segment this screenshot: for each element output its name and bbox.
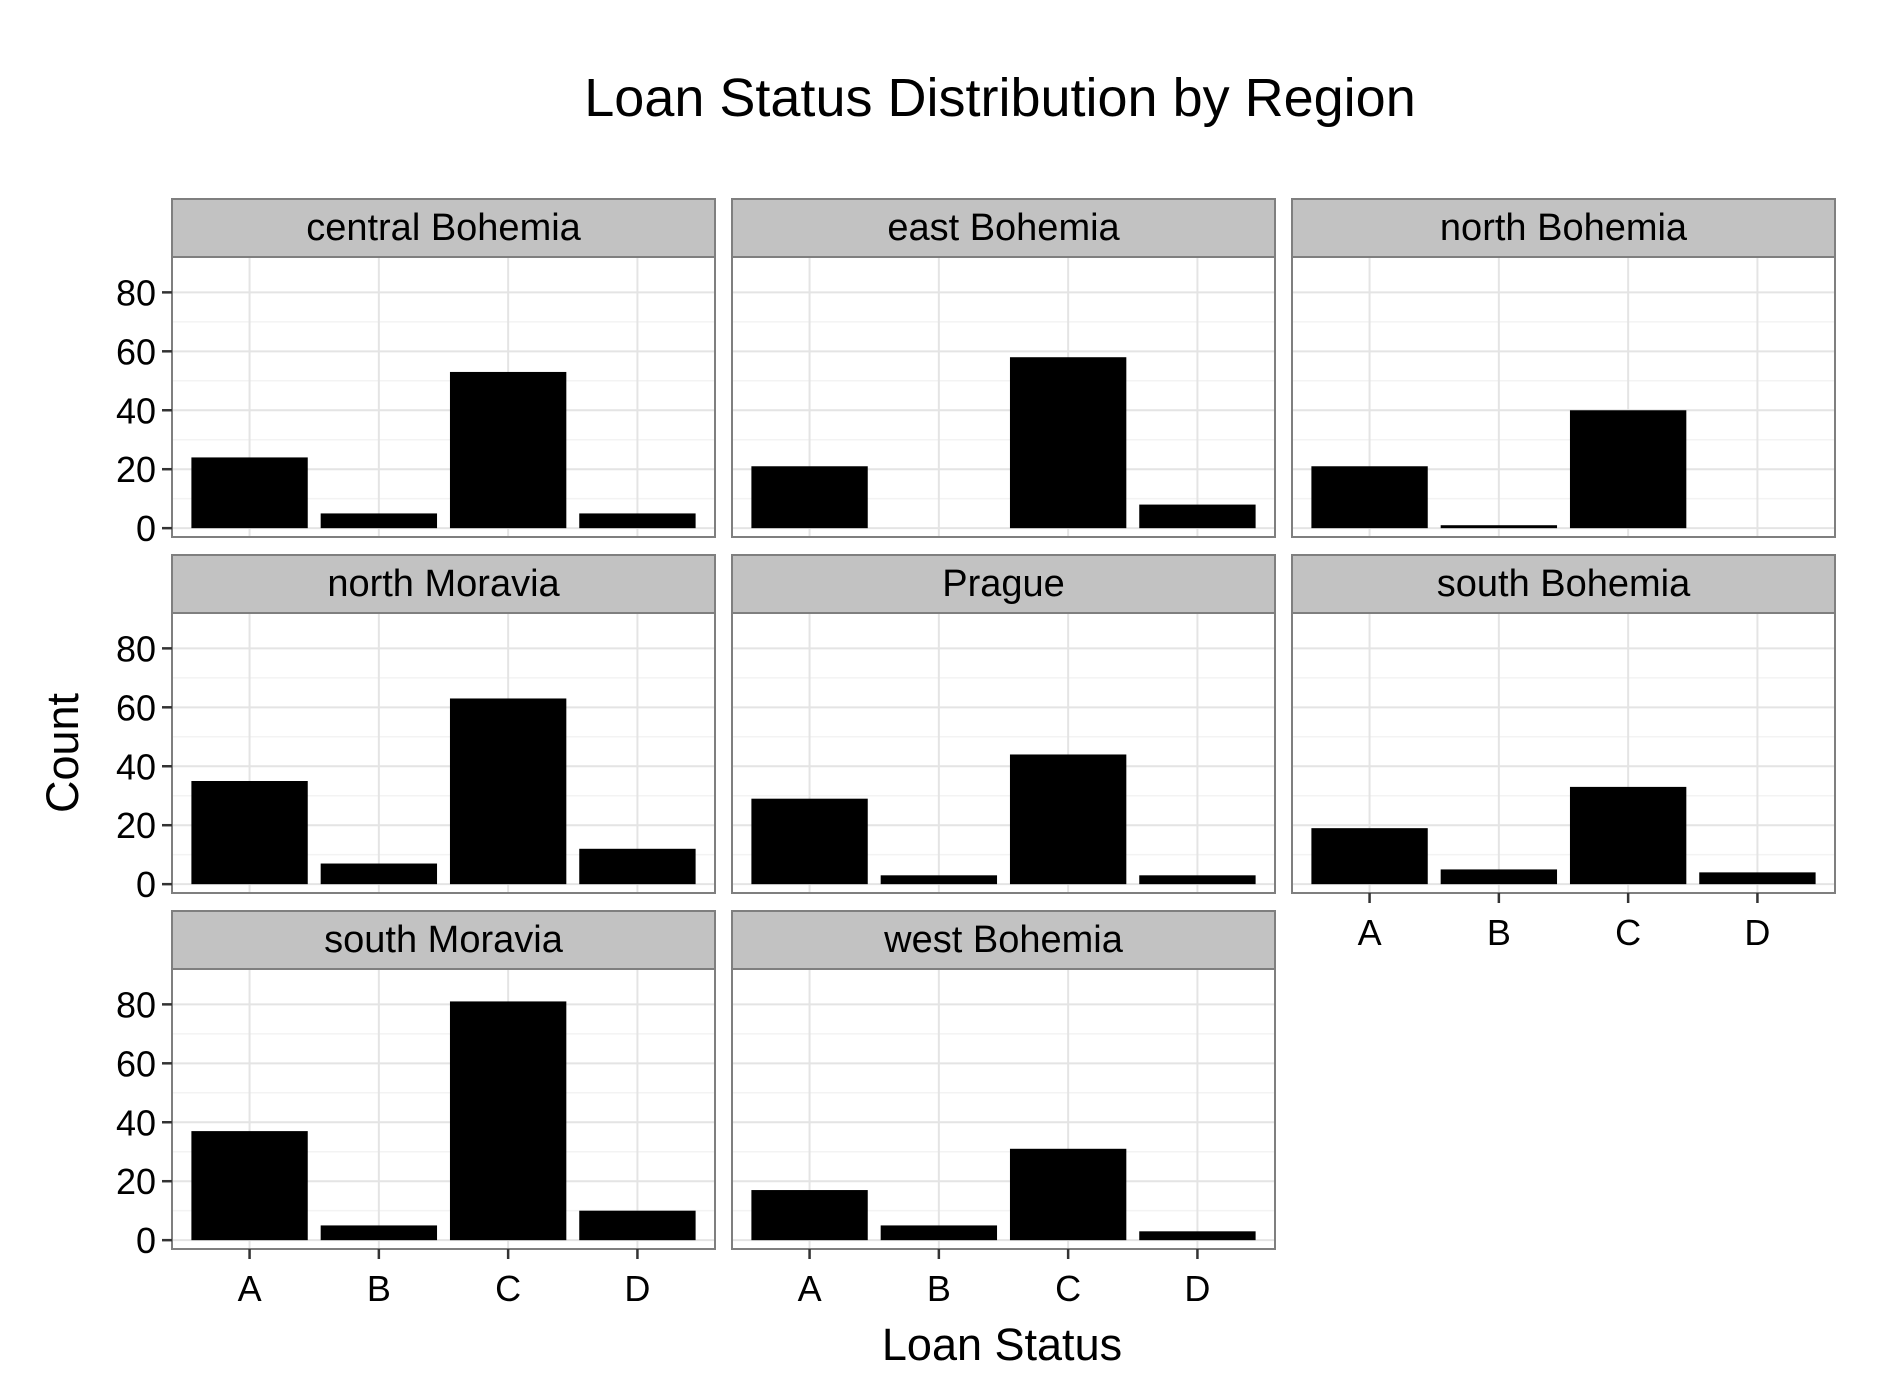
y-axis-label: Count [37, 692, 88, 813]
y-tick-label: 20 [116, 1161, 156, 1202]
facet-strip-label: central Bohemia [306, 207, 581, 249]
panel-border [171, 612, 716, 894]
bar-central-bohemia-a [191, 457, 308, 529]
y-tick-label: 40 [116, 390, 156, 431]
bar-north-bohemia-c [1569, 410, 1687, 529]
facet-panels: central Bohemia 0 20 40 60 80 east Bohemia nort… [116, 198, 1836, 1309]
panel-border [1291, 612, 1836, 894]
x-tick-label: D [1744, 912, 1770, 953]
bar-south-bohemia-c [1569, 786, 1687, 885]
y-tick-label: 60 [116, 331, 156, 372]
facet-strip-label: Prague [942, 563, 1065, 605]
bar-prague-c [1009, 754, 1127, 885]
x-tick-label: A [798, 1268, 822, 1309]
bar-south-moravia-d [579, 1210, 696, 1241]
facet-panel: south Moravia 0 20 40 60 80 A B C D [116, 910, 716, 1309]
x-axis-label: Loan Status [882, 1319, 1122, 1370]
facet-panel: west Bohemia A B C D [731, 910, 1276, 1309]
facet-strip [1291, 198, 1836, 258]
bar-south-moravia-b [320, 1225, 438, 1241]
bar-north-bohemia-a [1311, 466, 1428, 529]
y-tick-label: 0 [136, 864, 156, 905]
bar-south-bohemia-a [1311, 828, 1428, 885]
bar-central-bohemia-b [320, 513, 438, 529]
y-tick-label: 0 [136, 1220, 156, 1261]
x-tick-label: B [1487, 912, 1511, 953]
y-tick-label: 0 [136, 508, 156, 549]
bar-north-moravia-b [320, 863, 438, 885]
panel-border [1291, 256, 1836, 538]
bar-west-bohemia-d [1139, 1231, 1256, 1241]
bar-north-bohemia-b [1440, 525, 1558, 529]
bar-south-moravia-c [449, 1001, 567, 1241]
panel-border [171, 256, 716, 538]
bar-south-bohemia-b [1440, 869, 1558, 885]
panel-border [731, 968, 1276, 1250]
y-tick-label: 40 [116, 1102, 156, 1143]
facet-strip-label: east Bohemia [887, 207, 1120, 249]
y-tick-label: 20 [116, 805, 156, 846]
bar-north-moravia-a [191, 781, 308, 885]
facet-strip [731, 198, 1276, 258]
facet-panel: east Bohemia [731, 198, 1276, 538]
facet-strip [171, 198, 716, 258]
facet-panel: north Moravia 0 20 40 60 80 [116, 554, 716, 905]
facet-strip-label: south Moravia [324, 919, 564, 961]
x-tick-label: D [624, 1268, 650, 1309]
facet-strip [731, 554, 1276, 614]
y-tick-label: 80 [116, 984, 156, 1025]
facet-panel: north Bohemia [1291, 198, 1836, 538]
x-tick-label: C [1615, 912, 1641, 953]
panel-border [171, 968, 716, 1250]
bar-north-moravia-c [449, 698, 567, 885]
x-tick-label: B [927, 1268, 951, 1309]
facet-panel: Prague [731, 554, 1276, 894]
bar-south-bohemia-d [1699, 872, 1816, 885]
facet-strip-label: south Bohemia [1437, 563, 1691, 605]
y-tick-label: 80 [116, 628, 156, 669]
y-tick-label: 20 [116, 449, 156, 490]
facet-strip-label: north Moravia [327, 563, 560, 605]
bar-prague-b [880, 875, 998, 885]
y-tick-label: 80 [116, 272, 156, 313]
bar-west-bohemia-b [880, 1225, 998, 1241]
y-tick-label: 40 [116, 746, 156, 787]
facet-strip-label: west Bohemia [883, 919, 1124, 961]
bar-west-bohemia-a [751, 1190, 868, 1241]
x-tick-label: C [495, 1268, 521, 1309]
bar-prague-a [751, 798, 868, 885]
bar-west-bohemia-c [1009, 1148, 1127, 1241]
x-tick-label: D [1184, 1268, 1210, 1309]
facet-panel: central Bohemia 0 20 40 60 80 [116, 198, 716, 549]
bar-central-bohemia-d [579, 513, 696, 529]
y-tick-label: 60 [116, 687, 156, 728]
bar-east-bohemia-a [751, 466, 868, 529]
y-tick-label: 60 [116, 1043, 156, 1084]
bar-south-moravia-a [191, 1131, 308, 1241]
bar-north-moravia-d [579, 848, 696, 885]
x-tick-label: A [1358, 912, 1382, 953]
facet-strip-label: north Bohemia [1440, 207, 1688, 249]
chart-title: Loan Status Distribution by Region [584, 68, 1416, 128]
facet-strip [171, 554, 716, 614]
facet-panel: south Bohemia A B C D [1291, 554, 1836, 953]
bar-east-bohemia-c [1009, 357, 1127, 529]
facet-strip [731, 910, 1276, 970]
panel-border [731, 612, 1276, 894]
bar-prague-d [1139, 875, 1256, 885]
x-tick-label: C [1055, 1268, 1081, 1309]
x-tick-label: A [238, 1268, 262, 1309]
bar-central-bohemia-c [449, 371, 567, 529]
panel-border [731, 256, 1276, 538]
facet-strip [171, 910, 716, 970]
bar-east-bohemia-d [1139, 504, 1256, 529]
x-tick-label: B [367, 1268, 391, 1309]
